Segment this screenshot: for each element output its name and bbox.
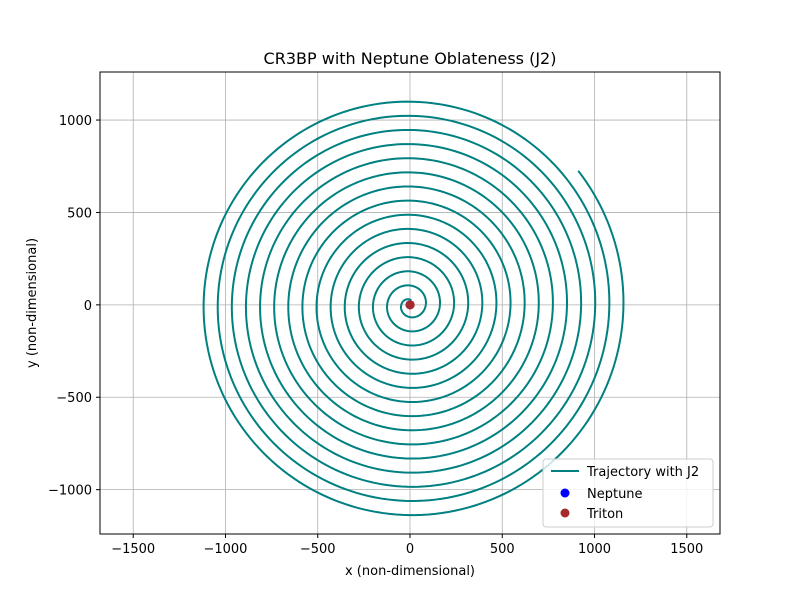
- x-tick-label: −1000: [203, 542, 247, 557]
- y-axis: −1000 −500 0 500 1000: [48, 114, 100, 499]
- x-tick-label: −1500: [111, 542, 155, 557]
- y-axis-label: y (non-dimensional): [25, 238, 40, 368]
- chart-title: CR3BP with Neptune Oblateness (J2): [264, 49, 557, 68]
- x-axis-label: x (non-dimensional): [345, 564, 475, 579]
- y-tick-label: 500: [67, 206, 92, 221]
- x-axis: −1500 −1000 −500 0 500 1000 1500: [111, 534, 703, 557]
- y-tick-label: −1000: [48, 484, 92, 499]
- legend: Trajectory with J2 Neptune Triton: [542, 458, 714, 528]
- x-tick-label: −500: [300, 542, 336, 557]
- plot-area: [202, 100, 625, 517]
- legend-triton-label: Triton: [586, 507, 623, 522]
- x-tick-label: 500: [490, 542, 515, 557]
- legend-trajectory-label: Trajectory with J2: [586, 465, 699, 480]
- x-tick-label: 0: [406, 542, 414, 557]
- legend-box: [542, 458, 714, 528]
- y-tick-label: 1000: [59, 114, 92, 129]
- x-tick-label: 1000: [578, 542, 611, 557]
- legend-neptune-swatch: [560, 488, 570, 498]
- triton-point: [405, 300, 415, 310]
- legend-triton-swatch: [560, 508, 570, 518]
- legend-neptune-label: Neptune: [587, 487, 643, 502]
- y-tick-label: 0: [84, 299, 92, 314]
- x-tick-label: 1500: [670, 542, 703, 557]
- trajectory-line: [202, 100, 625, 517]
- y-tick-label: −500: [56, 391, 92, 406]
